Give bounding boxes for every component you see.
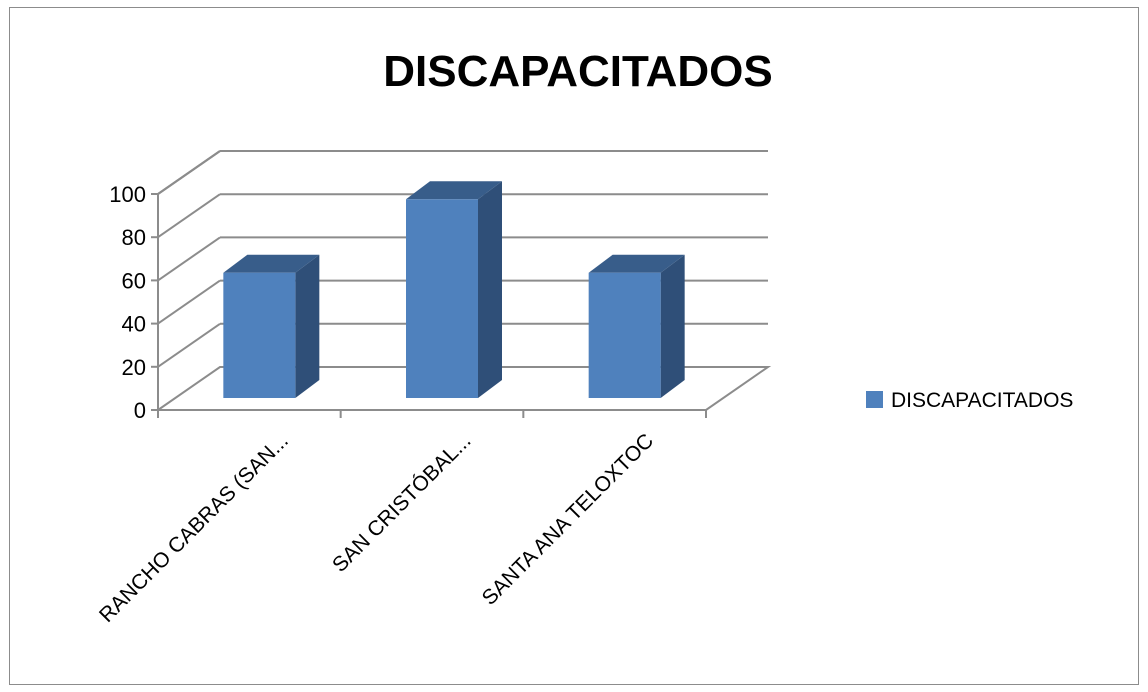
gridline-diagonal — [157, 193, 221, 239]
bar-front — [588, 272, 661, 398]
bar — [588, 254, 685, 398]
y-tick-label: 80 — [122, 225, 146, 250]
gridline-diagonal — [157, 322, 221, 368]
bar — [406, 181, 502, 398]
bars — [223, 181, 685, 398]
y-tick-labels: 0 20 40 60 80 100 — [109, 182, 158, 423]
bar-side — [295, 254, 320, 398]
gridline-diagonal — [157, 279, 221, 325]
chart-title: DISCAPACITADOS — [383, 47, 773, 96]
legend-label: DISCAPACITADOS — [891, 389, 1073, 412]
y-tick-label: 100 — [109, 182, 146, 207]
bar — [223, 254, 320, 398]
category-label: SANTA ANA TELOXTOC — [478, 429, 659, 610]
y-tick-label: 60 — [122, 268, 146, 293]
bar-front — [223, 272, 296, 398]
wall-top-diagonal — [157, 150, 221, 195]
y-tick-label: 0 — [134, 398, 146, 423]
gridline-diagonal — [157, 236, 221, 282]
bar-side — [478, 181, 502, 398]
chart-frame — [9, 7, 1139, 685]
bar-top — [223, 254, 320, 273]
axes — [154, 194, 772, 418]
category-label: SAN CRISTÓBAL... — [328, 429, 475, 576]
category-labels: RANCHO CABRAS (SAN... SAN CRISTÓBAL... SAN… — [95, 429, 658, 627]
legend: DISCAPACITADOS — [866, 389, 1073, 412]
category-label: RANCHO CABRAS (SAN... — [95, 429, 293, 627]
y-tick-label: 40 — [122, 312, 146, 337]
bar-top — [588, 254, 685, 273]
bar-side — [660, 254, 685, 398]
y-tick-label: 20 — [122, 355, 146, 380]
bar-top — [406, 181, 502, 200]
bar-front — [406, 199, 478, 398]
legend-swatch — [866, 391, 883, 408]
